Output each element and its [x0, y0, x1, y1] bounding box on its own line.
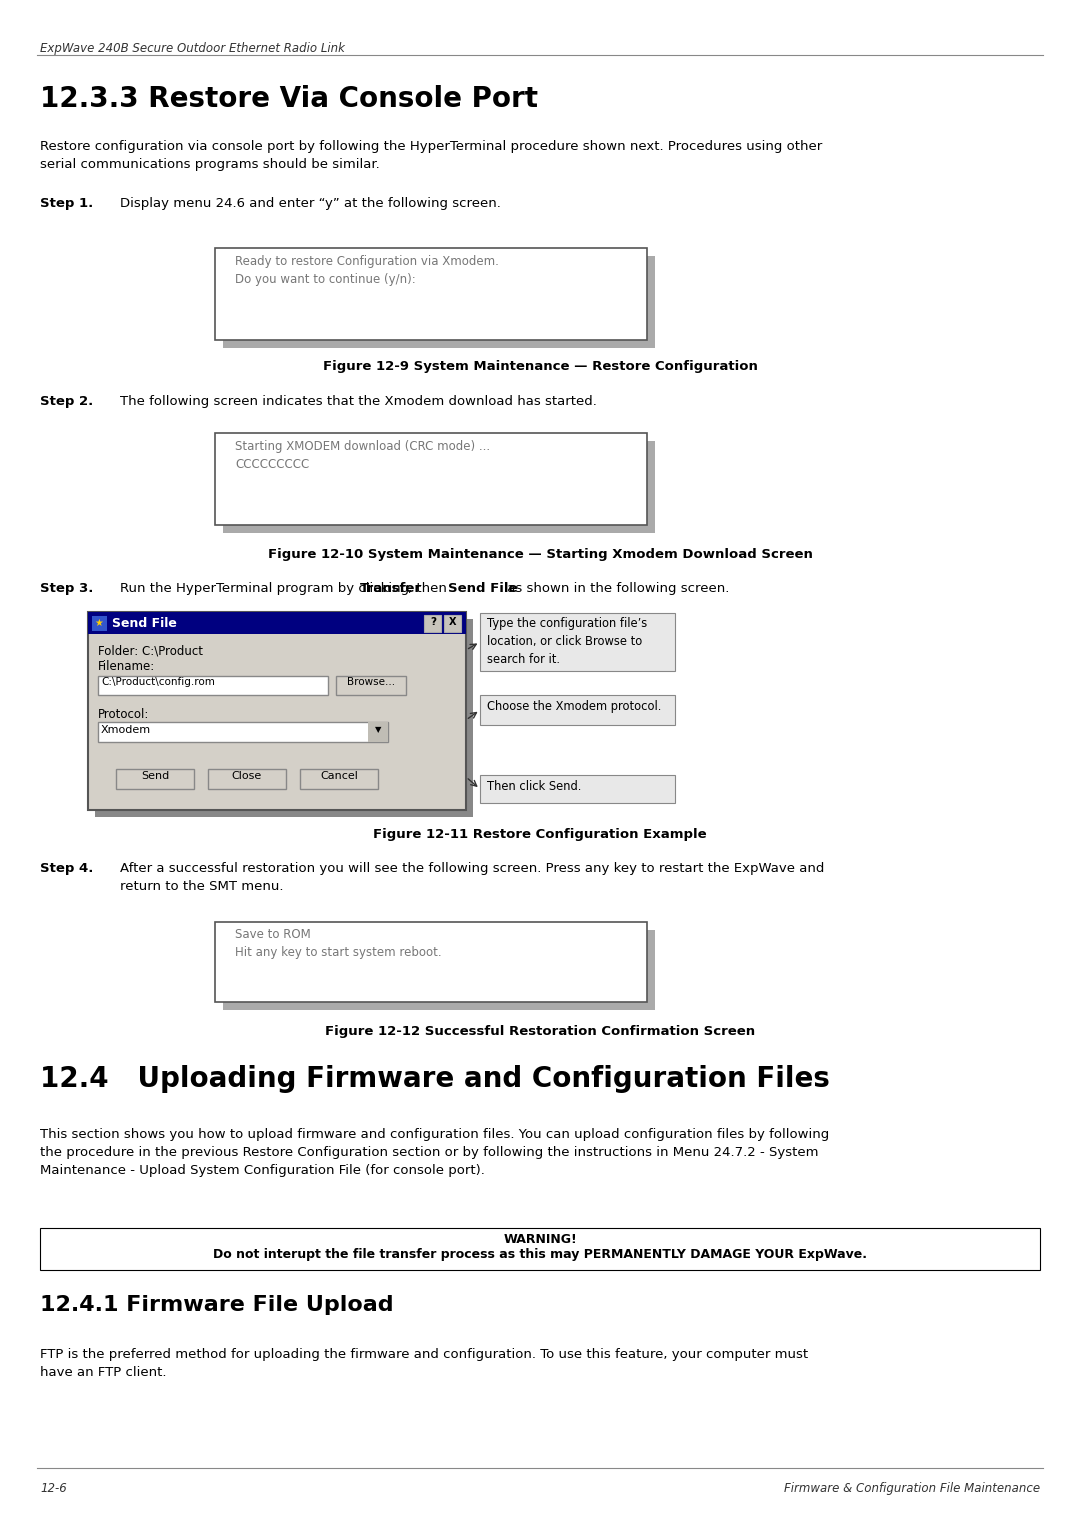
Text: Send: Send [140, 772, 170, 781]
FancyBboxPatch shape [98, 723, 388, 743]
Text: Then click Send.: Then click Send. [487, 779, 581, 793]
Text: 12.4   Uploading Firmware and Configuration Files: 12.4 Uploading Firmware and Configuratio… [40, 1065, 829, 1093]
FancyBboxPatch shape [215, 921, 647, 1002]
FancyBboxPatch shape [92, 616, 107, 631]
Text: Cancel: Cancel [320, 772, 357, 781]
FancyBboxPatch shape [480, 695, 675, 724]
Text: ?: ? [430, 617, 436, 626]
Text: Send File: Send File [448, 582, 517, 594]
Text: Xmodem: Xmodem [102, 724, 151, 735]
Text: Browse...: Browse... [347, 677, 395, 688]
Text: Run the HyperTerminal program by clicking: Run the HyperTerminal program by clickin… [120, 582, 414, 594]
Text: , then: , then [408, 582, 451, 594]
Text: X: X [449, 617, 457, 626]
FancyBboxPatch shape [480, 775, 675, 804]
Text: Do not interupt the file transfer process as this may PERMANENTLY DAMAGE YOUR Ex: Do not interupt the file transfer proces… [213, 1248, 867, 1261]
Text: Save to ROM: Save to ROM [235, 927, 311, 941]
FancyBboxPatch shape [40, 1229, 1040, 1270]
Text: Step 4.: Step 4. [40, 862, 93, 876]
Text: Figure 12-9 System Maintenance — Restore Configuration: Figure 12-9 System Maintenance — Restore… [323, 361, 757, 373]
Text: This section shows you how to upload firmware and configuration files. You can u: This section shows you how to upload fir… [40, 1128, 829, 1177]
Text: Send File: Send File [112, 617, 177, 630]
Text: Restore configuration via console port by following the HyperTerminal procedure : Restore configuration via console port b… [40, 141, 822, 171]
Text: C:\Product\config.rom: C:\Product\config.rom [102, 677, 215, 688]
Text: Display menu 24.6 and enter “y” at the following screen.: Display menu 24.6 and enter “y” at the f… [120, 197, 501, 209]
FancyBboxPatch shape [215, 248, 647, 341]
Text: Figure 12-11 Restore Configuration Example: Figure 12-11 Restore Configuration Examp… [374, 828, 706, 840]
FancyBboxPatch shape [98, 675, 328, 695]
Text: Firmware & Configuration File Maintenance: Firmware & Configuration File Maintenanc… [784, 1482, 1040, 1494]
FancyBboxPatch shape [480, 613, 675, 671]
Text: Filename:: Filename: [98, 660, 156, 672]
FancyBboxPatch shape [208, 769, 286, 788]
FancyBboxPatch shape [424, 614, 441, 633]
Text: ExpWave 240B Secure Outdoor Ethernet Radio Link: ExpWave 240B Secure Outdoor Ethernet Rad… [40, 41, 345, 55]
Text: ★: ★ [95, 617, 104, 628]
Text: Choose the Xmodem protocol.: Choose the Xmodem protocol. [487, 700, 661, 714]
Text: After a successful restoration you will see the following screen. Press any key : After a successful restoration you will … [120, 862, 824, 892]
FancyBboxPatch shape [222, 931, 654, 1010]
FancyBboxPatch shape [116, 769, 194, 788]
Text: Figure 12-10 System Maintenance — Starting Xmodem Download Screen: Figure 12-10 System Maintenance — Starti… [268, 549, 812, 561]
FancyBboxPatch shape [87, 613, 465, 810]
Text: FTP is the preferred method for uploading the firmware and configuration. To use: FTP is the preferred method for uploadin… [40, 1348, 808, 1378]
Text: Step 2.: Step 2. [40, 396, 93, 408]
Text: 12.4.1 Firmware File Upload: 12.4.1 Firmware File Upload [40, 1296, 393, 1316]
FancyBboxPatch shape [95, 619, 473, 817]
FancyBboxPatch shape [215, 432, 647, 526]
Text: Hit any key to start system reboot.: Hit any key to start system reboot. [235, 946, 442, 960]
Text: Do you want to continue (y/n):: Do you want to continue (y/n): [235, 274, 416, 286]
FancyBboxPatch shape [87, 613, 465, 634]
Text: Protocol:: Protocol: [98, 707, 149, 721]
FancyBboxPatch shape [444, 614, 461, 633]
Text: The following screen indicates that the Xmodem download has started.: The following screen indicates that the … [120, 396, 597, 408]
Text: Ready to restore Configuration via Xmodem.: Ready to restore Configuration via Xmode… [235, 255, 499, 267]
Text: 12.3.3 Restore Via Console Port: 12.3.3 Restore Via Console Port [40, 86, 538, 113]
Text: Folder: C:\Product: Folder: C:\Product [98, 643, 203, 657]
FancyBboxPatch shape [222, 257, 654, 348]
FancyBboxPatch shape [336, 675, 406, 695]
Text: Transfer: Transfer [360, 582, 421, 594]
Text: Step 3.: Step 3. [40, 582, 93, 594]
Text: Starting XMODEM download (CRC mode) ...: Starting XMODEM download (CRC mode) ... [235, 440, 490, 452]
Text: WARNING!: WARNING! [503, 1233, 577, 1245]
Text: Figure 12-12 Successful Restoration Confirmation Screen: Figure 12-12 Successful Restoration Conf… [325, 1025, 755, 1038]
Text: Step 1.: Step 1. [40, 197, 93, 209]
Text: Close: Close [232, 772, 262, 781]
Text: ▼: ▼ [375, 724, 381, 733]
Text: as shown in the following screen.: as shown in the following screen. [503, 582, 729, 594]
FancyBboxPatch shape [368, 723, 388, 743]
Text: 12-6: 12-6 [40, 1482, 67, 1494]
FancyBboxPatch shape [222, 442, 654, 533]
Text: CCCCCCCCC: CCCCCCCCC [235, 458, 309, 471]
Text: Type the configuration file’s
location, or click Browse to
search for it.: Type the configuration file’s location, … [487, 617, 647, 666]
FancyBboxPatch shape [300, 769, 378, 788]
